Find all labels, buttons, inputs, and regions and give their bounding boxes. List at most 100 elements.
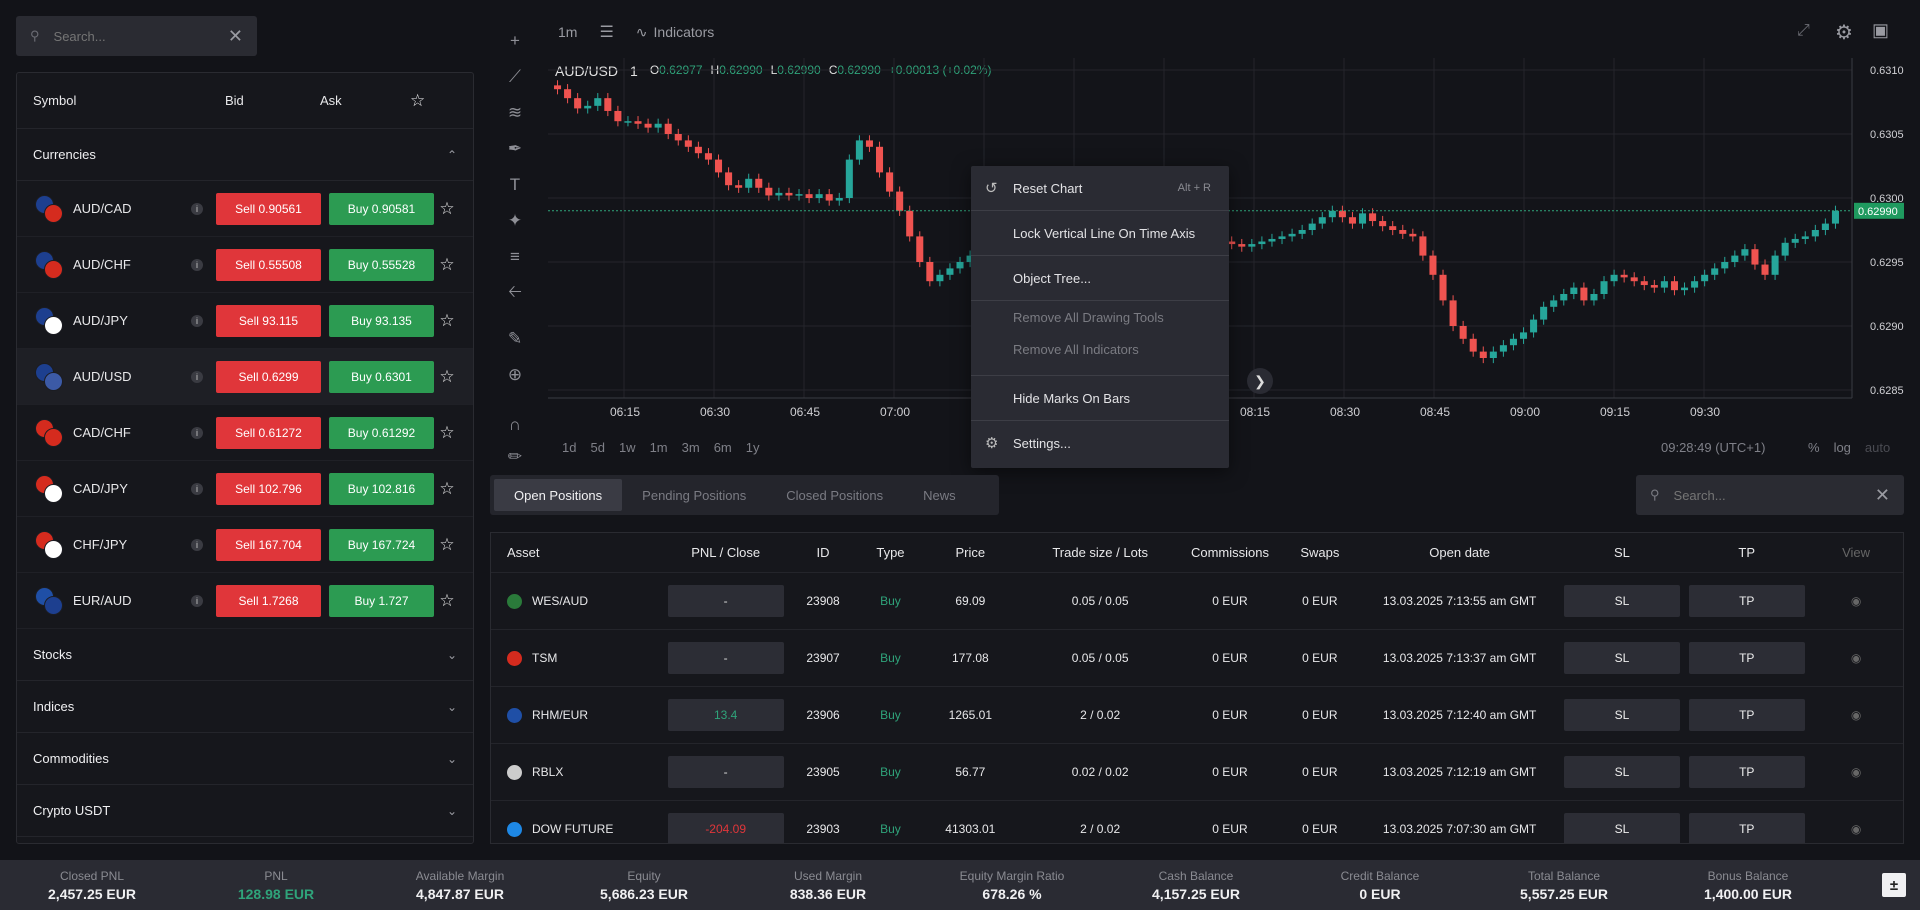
view-eye-icon[interactable]: ◉ [1850,708,1862,722]
sell-button[interactable]: Sell 0.55508 [216,248,321,281]
info-icon[interactable]: i [191,594,203,607]
positions-search[interactable]: ⚲ ✕ [1636,475,1904,515]
group-item[interactable]: Crypto USDT ⌄ [17,785,473,837]
tp-button[interactable]: TP [1688,813,1805,843]
sl-button[interactable]: SL [1563,756,1680,788]
watchlist-row[interactable]: AUD/CHF i Sell 0.55508 Buy 0.55528 ☆ [17,237,473,293]
watchlist-row[interactable]: EUR/AUD i Sell 1.7268 Buy 1.727 ☆ [17,573,473,629]
period-6m-button[interactable]: 6m [713,440,732,455]
lock-draw-icon[interactable]: ✏ [507,447,523,466]
log-scale-button[interactable]: log [1833,440,1851,455]
sell-button[interactable]: Sell 167.704 [216,528,321,561]
group-item[interactable]: Stocks ⌄ [17,629,473,681]
period-1d-button[interactable]: 1d [562,440,577,455]
watchlist-row[interactable]: CHF/JPY i Sell 167.704 Buy 167.724 ☆ [17,517,473,573]
sl-button[interactable]: SL [1563,813,1680,843]
tab-closed-positions[interactable]: Closed Positions [786,487,884,503]
star-icon[interactable]: ☆ [439,478,455,498]
gear-icon[interactable]: ⚙ [1835,22,1853,44]
buy-button[interactable]: Buy 0.61292 [329,416,434,449]
clear-search-icon[interactable]: ✕ [1874,484,1890,505]
info-icon[interactable]: i [191,370,203,383]
text-tool-icon[interactable]: T [509,175,521,194]
star-icon[interactable]: ☆ [439,590,455,610]
watchlist-row[interactable]: AUD/JPY i Sell 93.115 Buy 93.135 ☆ [17,293,473,349]
trend-line-icon[interactable]: ⟋ [509,67,521,86]
view-eye-icon[interactable]: ◉ [1850,594,1862,608]
table-row[interactable]: RHM/EUR 13.4 23906 Buy 1265.01 2 / 0.02 0 EUR 0… [491,687,1903,744]
table-row[interactable]: RBLX - 23905 Buy 56.77 0.02 / 0.02 0 EUR 0 EUR 1… [491,744,1903,801]
watchlist-row[interactable]: AUD/CAD i Sell 0.90561 Buy 0.90581 ☆ [17,181,473,237]
star-icon[interactable]: ☆ [439,366,455,386]
info-icon[interactable]: i [191,538,203,551]
sell-button[interactable]: Sell 0.90561 [216,192,321,225]
sl-button[interactable]: SL [1563,585,1680,617]
pnl-close-button[interactable]: - [667,756,784,788]
info-icon[interactable]: i [191,426,203,439]
back-arrow-icon[interactable]: 🡠 [508,281,522,301]
fib-icon[interactable]: ≋ [507,103,523,122]
tp-button[interactable]: TP [1688,756,1805,788]
buy-button[interactable]: Buy 93.135 [329,304,434,337]
brush-icon[interactable]: ✒ [507,139,523,158]
table-row[interactable]: TSM - 23907 Buy 177.08 0.05 / 0.05 0 EUR 0 EUR 1… [491,630,1903,687]
pnl-close-button[interactable]: -204.09 [667,813,784,843]
sl-button[interactable]: SL [1563,699,1680,731]
view-eye-icon[interactable]: ◉ [1850,822,1862,836]
candle-type-icon[interactable]: ☰ [599,24,614,41]
tab-news[interactable]: News [923,487,956,503]
tp-button[interactable]: TP [1688,699,1805,731]
table-row[interactable]: WES/AUD - 23908 Buy 69.09 0.05 / 0.05 0 EUR 0 E… [491,573,1903,630]
buy-button[interactable]: Buy 102.816 [329,472,434,505]
period-1w-button[interactable]: 1w [618,440,636,455]
search-input[interactable] [53,28,204,44]
tab-pending-positions[interactable]: Pending Positions [642,487,747,503]
star-icon[interactable]: ☆ [439,310,455,330]
star-icon[interactable]: ☆ [439,254,455,274]
percent-scale-button[interactable]: % [1808,440,1820,455]
magnet-icon[interactable]: ∩ [508,415,522,434]
favorite-header-icon[interactable]: ☆ [410,90,426,110]
settings-item[interactable]: ⚙ Settings... [971,421,1229,465]
scroll-right-button[interactable]: ❯ [1247,368,1273,394]
calculator-icon[interactable]: ± [1882,873,1906,897]
group-item[interactable]: Commodities ⌄ [17,733,473,785]
star-icon[interactable]: ☆ [439,534,455,554]
period-1y-button[interactable]: 1y [745,440,760,455]
buy-button[interactable]: Buy 1.727 [329,584,434,617]
lock-vertical-line-item[interactable]: Lock Vertical Line On Time Axis [1013,225,1196,241]
sell-button[interactable]: Sell 93.115 [216,304,321,337]
symbol-search[interactable]: ⚲ ✕ [16,16,257,56]
period-3m-button[interactable]: 3m [681,440,700,455]
sell-button[interactable]: Sell 0.61272 [216,416,321,449]
zoom-in-icon[interactable]: ⊕ [507,365,523,384]
star-icon[interactable]: ☆ [439,422,455,442]
period-1m-button[interactable]: 1m [649,440,668,455]
info-icon[interactable]: i [191,482,203,495]
sell-button[interactable]: Sell 0.6299 [216,360,321,393]
buy-button[interactable]: Buy 0.55528 [329,248,434,281]
object-tree-item[interactable]: Object Tree... [1013,270,1092,286]
period-5d-button[interactable]: 5d [590,440,605,455]
ruler-icon[interactable]: ✎ [507,329,523,348]
indicators-button[interactable]: ∿ Indicators [636,24,714,41]
tp-button[interactable]: TP [1688,585,1805,617]
sell-button[interactable]: Sell 1.7268 [216,584,321,617]
view-eye-icon[interactable]: ◉ [1850,765,1862,779]
sell-button[interactable]: Sell 102.796 [216,472,321,505]
buy-button[interactable]: Buy 0.90581 [329,192,434,225]
crosshair-icon[interactable]: + [510,31,520,50]
timezone-label[interactable]: 09:28:49 (UTC+1) [1661,440,1766,455]
hide-marks-item[interactable]: Hide Marks On Bars [1013,390,1131,406]
star-icon[interactable]: ☆ [439,198,455,218]
buy-button[interactable]: Buy 0.6301 [329,360,434,393]
group-currencies[interactable]: Currencies ⌃ [17,129,473,181]
info-icon[interactable]: i [191,258,203,271]
group-item[interactable]: Indices ⌄ [17,681,473,733]
pnl-close-button[interactable]: - [667,585,784,617]
positions-search-input[interactable] [1673,487,1854,503]
interval-button[interactable]: 1m [558,24,578,40]
watchlist-row[interactable]: CAD/JPY i Sell 102.796 Buy 102.816 ☆ [17,461,473,517]
info-icon[interactable]: i [191,202,203,215]
